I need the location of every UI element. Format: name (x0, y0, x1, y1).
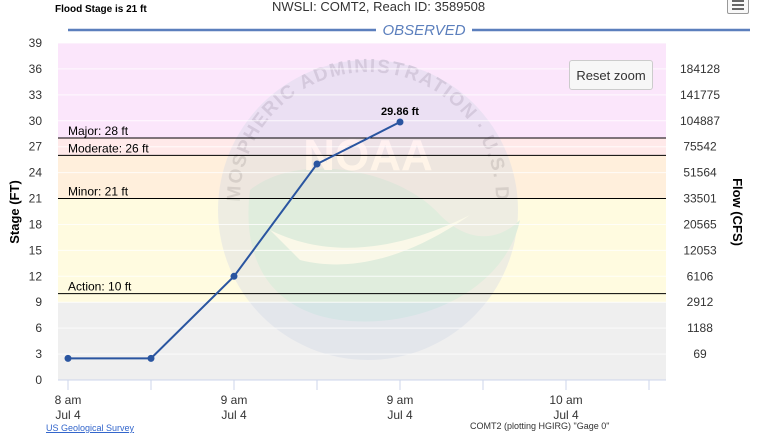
threshold-label: Action: 10 ft (68, 280, 132, 294)
y2-tick-label: 184128 (680, 62, 720, 76)
x-tick-label: Jul 4 (55, 408, 81, 422)
y2-tick-label: 33501 (683, 192, 717, 206)
y-tick-label: 3 (35, 347, 42, 361)
y-tick-label: 15 (29, 243, 43, 257)
x-tick-label: 9 am (221, 393, 248, 407)
y2-tick-label: 2912 (687, 295, 714, 309)
x-tick-label: Jul 4 (221, 408, 247, 422)
station-id-label: NWSLI: COMT2, Reach ID: 3589508 (272, 0, 486, 14)
threshold-label: Minor: 21 ft (68, 185, 129, 199)
stage-point (147, 354, 155, 362)
y2-tick-label: 12053 (683, 243, 717, 257)
menu-icon (732, 8, 744, 10)
y2-tick-label: 20565 (683, 217, 717, 231)
flood-stage-label: Flood Stage is 21 ft (55, 4, 147, 15)
y-tick-label: 6 (35, 321, 42, 335)
y-tick-label: 18 (29, 217, 43, 231)
y-axis-title: Stage (FT) (7, 180, 22, 244)
x-tick-label: 8 am (55, 393, 82, 407)
x-tick-label: 9 am (387, 393, 414, 407)
source-link[interactable]: US Geological Survey (46, 423, 135, 433)
flood-band (58, 155, 666, 199)
y2-tick-label: 104887 (680, 114, 720, 128)
y-tick-label: 9 (35, 295, 42, 309)
menu-icon (732, 4, 744, 6)
reset-zoom-button[interactable]: Reset zoom (569, 60, 653, 90)
flood-band (58, 43, 666, 139)
threshold-label: Moderate: 26 ft (68, 141, 149, 155)
x-tick-label: 10 am (549, 393, 582, 407)
y2-axis-title: Flow (CFS) (730, 178, 745, 246)
y2-tick-label: 1188 (687, 321, 713, 335)
stage-point (396, 118, 404, 126)
y-tick-label: 39 (29, 36, 43, 50)
y-tick-label: 30 (29, 114, 43, 128)
stage-point (64, 354, 72, 362)
flood-thresholds: Major: 28 ft Moderate: 26 ft Minor: 21 ft A… (58, 124, 666, 295)
threshold-label: Major: 28 ft (68, 124, 129, 138)
y2-tick-label: 69 (693, 347, 707, 361)
y-tick-label: 24 (29, 166, 43, 180)
y-tick-label: 33 (29, 88, 43, 102)
y2-tick-label: 6106 (687, 269, 714, 283)
flood-band (58, 302, 666, 380)
x-tick-label: Jul 4 (553, 408, 579, 422)
y2-tick-label: 51564 (683, 166, 717, 180)
plot-note: COMT2 (plotting HGIRG) "Gage 0" (470, 421, 610, 431)
y-tick-label: 0 (35, 373, 42, 387)
chart-title: OBSERVED (382, 22, 465, 39)
chart-menu-button[interactable] (727, 0, 749, 14)
y2-tick-label: 141775 (680, 88, 720, 102)
y2-tick-label: 75542 (683, 140, 717, 154)
chart-axes: 0369121518212427303336396911882912610612… (29, 36, 721, 422)
point-value-label: 29.86 ft (381, 106, 419, 118)
stage-points: 29.86 ft (64, 106, 419, 362)
y-tick-label: 12 (29, 269, 43, 283)
stage-point (230, 272, 238, 280)
y-tick-label: 27 (29, 140, 43, 154)
x-tick-label: Jul 4 (387, 408, 413, 422)
y-tick-label: 36 (29, 62, 43, 76)
stage-point (313, 160, 321, 168)
menu-icon (732, 0, 744, 2)
y-tick-label: 21 (29, 192, 43, 206)
